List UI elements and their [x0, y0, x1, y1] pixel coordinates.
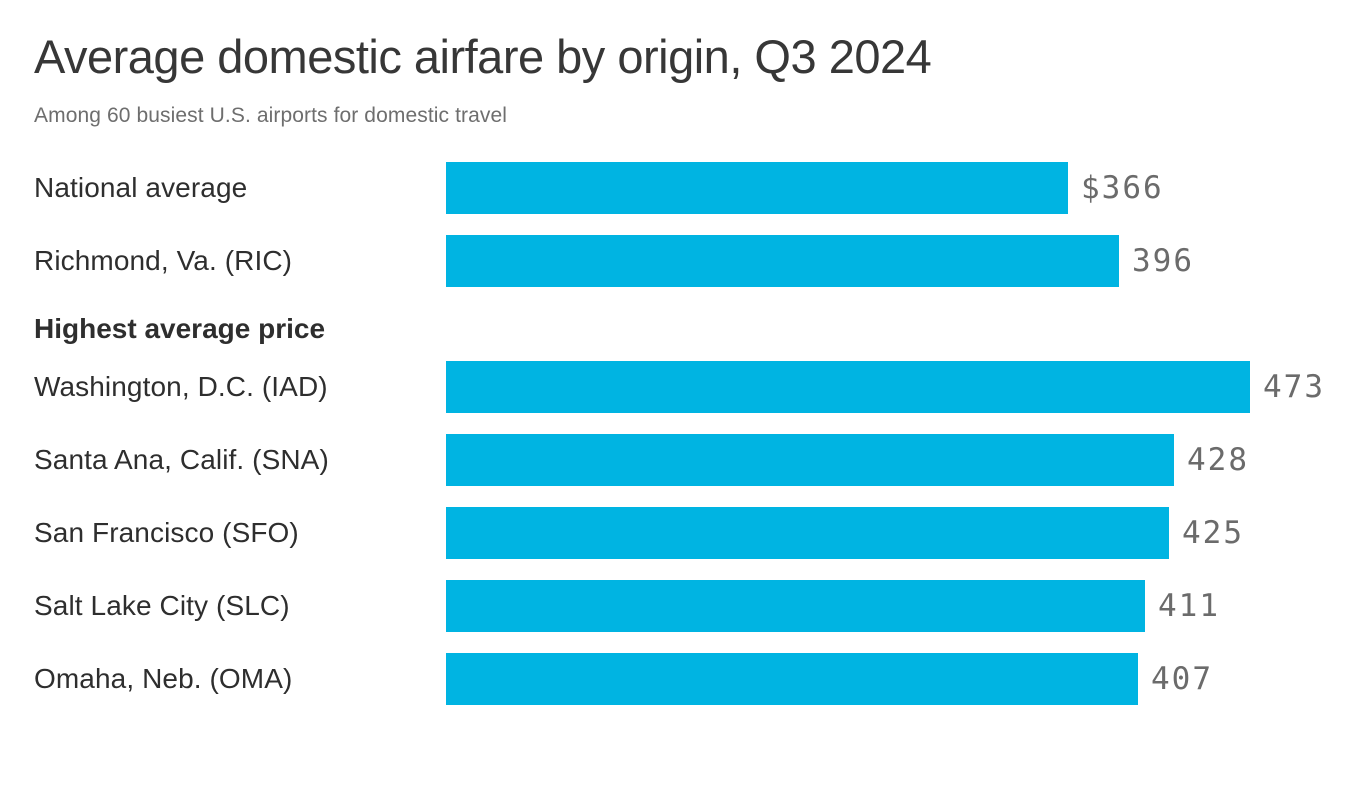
row-label: Washington, D.C. (IAD)	[34, 370, 328, 402]
bar-area: 428	[446, 433, 1332, 486]
bar-chart: National average $366 Richmond, Va. (RIC) 3…	[34, 161, 1332, 705]
bar	[446, 506, 1169, 559]
bar-value-label: 411	[1158, 587, 1220, 624]
bar-area: 425	[446, 506, 1332, 559]
chart-row: National average $366	[34, 161, 1332, 214]
bar-area: 473	[446, 360, 1332, 413]
bar-value-label: 428	[1187, 441, 1249, 478]
bar-value-label: 396	[1132, 242, 1194, 279]
chart-title: Average domestic airfare by origin, Q3 2…	[34, 30, 932, 83]
bar	[446, 579, 1145, 632]
chart-row: Salt Lake City (SLC) 411	[34, 579, 1332, 632]
bar	[446, 161, 1068, 214]
chart-subtitle: Among 60 busiest U.S. airports for domes…	[34, 103, 508, 127]
row-label: San Francisco (SFO)	[34, 516, 299, 548]
chart-row: Washington, D.C. (IAD) 473	[34, 360, 1332, 413]
bar-area: 411	[446, 579, 1332, 632]
bar	[446, 433, 1174, 486]
chart-row: Omaha, Neb. (OMA) 407	[34, 652, 1332, 705]
row-label: Omaha, Neb. (OMA)	[34, 662, 293, 694]
bar-area: $366	[446, 161, 1332, 214]
chart-row: Santa Ana, Calif. (SNA) 428	[34, 433, 1332, 486]
chart-row: Richmond, Va. (RIC) 396	[34, 234, 1332, 287]
bar-value-label: 425	[1182, 514, 1244, 551]
bar	[446, 360, 1250, 413]
bar-value-label: $366	[1081, 169, 1164, 206]
row-label: National average	[34, 171, 248, 203]
bar	[446, 234, 1119, 287]
row-label: Santa Ana, Calif. (SNA)	[34, 443, 329, 475]
bar-value-label: 407	[1151, 660, 1213, 697]
bar-area: 396	[446, 234, 1332, 287]
bar	[446, 652, 1138, 705]
row-label: Richmond, Va. (RIC)	[34, 244, 293, 276]
section-header: Highest average price	[34, 312, 326, 344]
chart-row: San Francisco (SFO) 425	[34, 506, 1332, 559]
chart-page: Average domestic airfare by origin, Q3 2…	[0, 28, 1366, 705]
row-label: Salt Lake City (SLC)	[34, 589, 290, 621]
bar-area: 407	[446, 652, 1332, 705]
bar-value-label: 473	[1263, 368, 1325, 405]
